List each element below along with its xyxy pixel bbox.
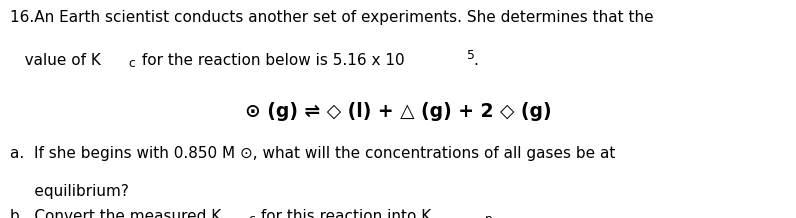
- Text: c: c: [129, 57, 135, 70]
- Text: a.  If she begins with 0.850 M ⊙, what will the concentrations of all gases be a: a. If she begins with 0.850 M ⊙, what wi…: [10, 146, 615, 161]
- Text: value of K: value of K: [10, 53, 100, 68]
- Text: p: p: [485, 213, 493, 218]
- Text: for this reaction into K: for this reaction into K: [256, 209, 431, 218]
- Text: 5: 5: [466, 49, 474, 62]
- Text: .: .: [492, 209, 497, 218]
- Text: 16.An Earth scientist conducts another set of experiments. She determines that t: 16.An Earth scientist conducts another s…: [10, 10, 654, 25]
- Text: ⊙ (g) ⇌ ◇ (l) + △ (g) + 2 ◇ (g): ⊙ (g) ⇌ ◇ (l) + △ (g) + 2 ◇ (g): [244, 102, 552, 121]
- Text: for the reaction below is 5.16 x 10: for the reaction below is 5.16 x 10: [136, 53, 404, 68]
- Text: c: c: [248, 213, 255, 218]
- Text: b.  Convert the measured K: b. Convert the measured K: [10, 209, 220, 218]
- Text: equilibrium?: equilibrium?: [10, 184, 128, 199]
- Text: .: .: [474, 53, 478, 68]
